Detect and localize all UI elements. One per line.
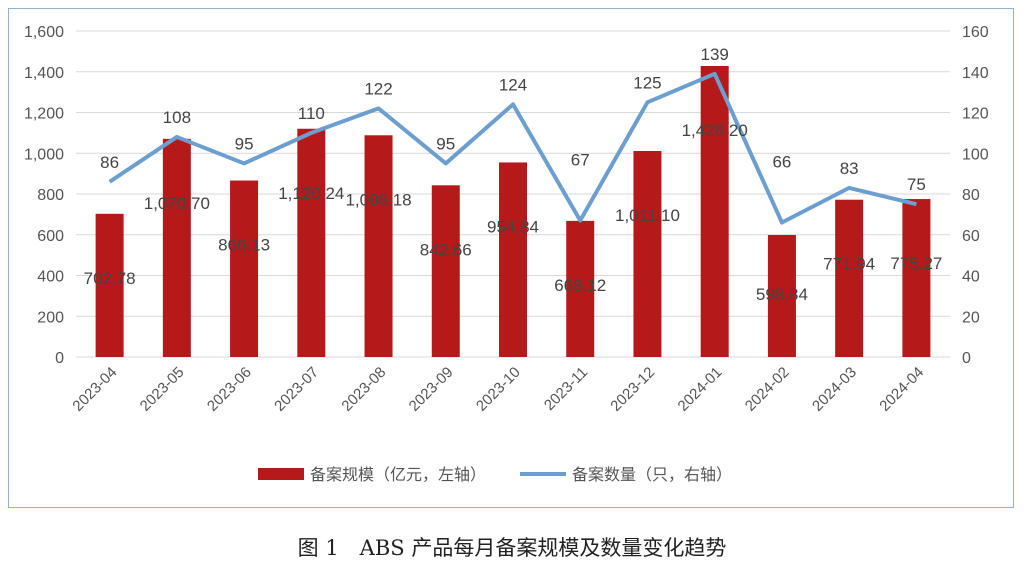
x-tick-label: 2023-10	[473, 364, 524, 415]
y-right-tick-label: 20	[962, 309, 980, 326]
line-data-label: 66	[772, 153, 791, 172]
legend-line-label: 备案数量（只，右轴）	[572, 466, 732, 484]
y-right-tick-label: 0	[962, 350, 971, 367]
line-data-label: 83	[840, 159, 859, 178]
bar-data-label: 702.78	[84, 269, 136, 288]
y-right-tick-label: 160	[962, 24, 989, 41]
bar	[633, 150, 662, 357]
bar-data-label: 866.13	[218, 236, 270, 255]
bar	[431, 185, 460, 357]
bar	[700, 66, 729, 358]
line-data-label: 95	[235, 134, 254, 153]
x-tick-label: 2023-05	[137, 364, 188, 415]
bar	[902, 199, 931, 357]
line-series	[108, 71, 917, 225]
bar-data-label: 1,011.10	[615, 206, 680, 225]
y-left-tick-label: 1,600	[24, 24, 64, 41]
y-left-tick-label: 200	[37, 309, 64, 326]
legend-bar-label: 备案规模（亿元，左轴）	[310, 466, 486, 484]
line-data-label: 124	[499, 75, 527, 94]
y-left-tick-label: 1,000	[24, 146, 64, 163]
x-tick-label: 2024-04	[876, 364, 927, 415]
bar	[566, 220, 595, 357]
x-tick-label: 2024-01	[675, 364, 726, 415]
line-data-label: 75	[907, 175, 926, 194]
y-left-tick-label: 600	[37, 228, 64, 245]
y-right-tick-label: 100	[962, 146, 989, 163]
x-tick-label: 2023-09	[406, 364, 457, 415]
x-tick-label: 2023-11	[541, 364, 591, 414]
line-data-label: 139	[701, 45, 729, 64]
line-data-label: 125	[633, 73, 661, 92]
y-right-tick-label: 120	[962, 106, 989, 123]
bar-data-label: 954.84	[487, 217, 539, 236]
line-data-label: 95	[436, 134, 455, 153]
bar	[499, 162, 527, 357]
line-data-label: 67	[571, 150, 590, 169]
y-right-tick-label: 60	[962, 228, 980, 245]
x-tick-label: 2023-08	[338, 364, 389, 415]
y-right-tick-label: 140	[962, 65, 989, 82]
x-tick-label: 2024-02	[742, 364, 793, 415]
bar	[230, 180, 259, 357]
x-tick-label: 2023-12	[607, 364, 658, 415]
bar-data-label: 668.12	[554, 276, 606, 295]
x-tick-label: 2023-04	[69, 364, 120, 415]
y-left-tick-label: 400	[37, 269, 64, 286]
bar-data-label: 1,070.70	[144, 194, 210, 213]
bar	[95, 213, 124, 357]
x-tick-label: 2024-03	[809, 364, 860, 415]
bar-data-label: 842.66	[420, 240, 472, 259]
bar-data-label: 771.94	[823, 255, 875, 274]
bar	[835, 199, 864, 357]
y-left-tick-label: 800	[37, 187, 64, 204]
bar	[297, 128, 326, 357]
bar-data-label: 1,428.20	[682, 121, 748, 140]
y-left-tick-label: 1,400	[24, 65, 64, 82]
bar	[162, 138, 191, 357]
legend-bar-swatch	[258, 468, 304, 480]
bar-data-label: 1,088.18	[345, 190, 411, 209]
y-right-tick-label: 40	[962, 269, 980, 286]
line-data-label: 108	[163, 108, 191, 127]
line-data-label: 110	[298, 104, 325, 123]
figure-caption: 图 1 ABS 产品每月备案规模及数量变化趋势	[297, 536, 727, 560]
bar	[767, 234, 796, 357]
bar	[364, 135, 393, 357]
x-tick-label: 2023-06	[204, 364, 255, 415]
line-data-label: 122	[364, 79, 392, 98]
y-left-tick-label: 0	[55, 350, 64, 367]
bar-data-label: 1,120.24	[278, 184, 344, 203]
line-data-label: 86	[100, 153, 119, 172]
y-left-tick-label: 1,200	[24, 106, 64, 123]
combo-chart: 0 200 400 600 800 1,000 1,200 1,400 1,600 0 20 40 60…	[24, 24, 989, 484]
bar-data-label: 775.27	[890, 254, 942, 273]
x-tick-label: 2023-07	[271, 364, 322, 415]
chart-frame	[8, 8, 1014, 508]
bar-data-label: 598.84	[756, 285, 808, 304]
y-right-tick-label: 80	[962, 187, 980, 204]
